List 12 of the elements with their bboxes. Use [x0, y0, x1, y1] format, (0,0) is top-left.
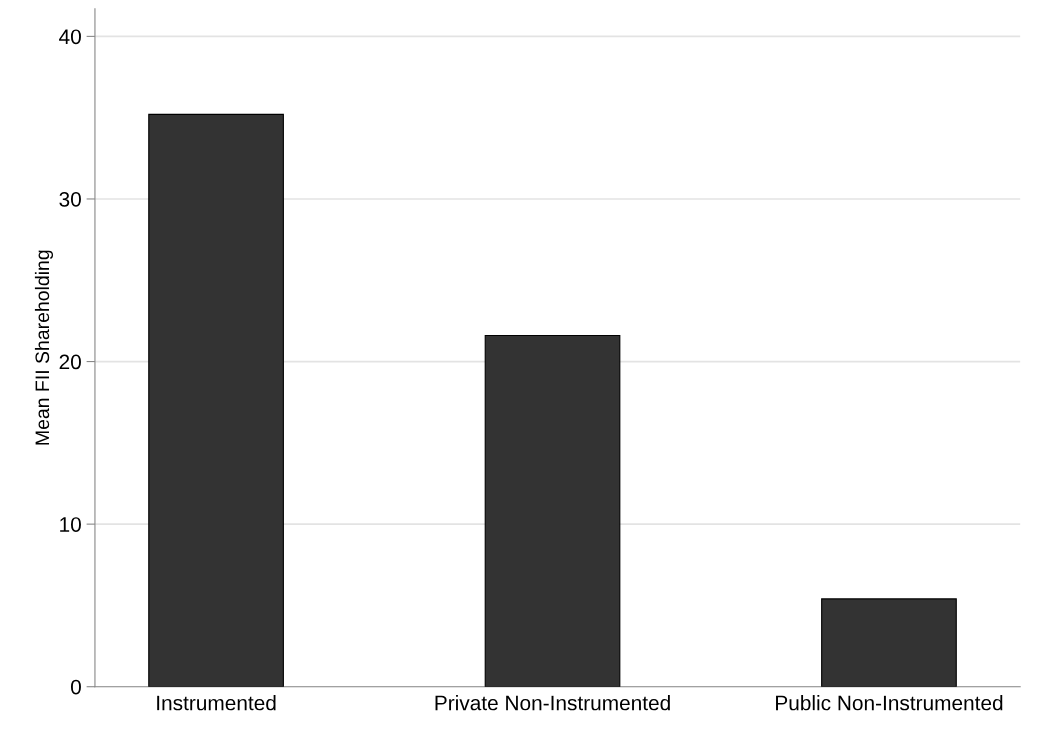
y-tick-label: 30: [59, 191, 81, 207]
bar: [821, 598, 957, 687]
y-tick-label: 10: [60, 517, 81, 532]
y-tick-label: 20: [59, 354, 81, 370]
bar: [148, 113, 284, 687]
x-tick-label: Private Non-Instrumented: [435, 695, 670, 711]
y-axis-title: Mean FII Shareholding: [34, 250, 54, 445]
x-tick-label: Public Non-Instrumented: [776, 695, 1003, 711]
y-tick-label: 0: [70, 679, 81, 695]
x-tick-label: Instrumented: [157, 695, 276, 711]
bar: [484, 334, 621, 687]
y-tick-label: 40: [59, 29, 81, 45]
